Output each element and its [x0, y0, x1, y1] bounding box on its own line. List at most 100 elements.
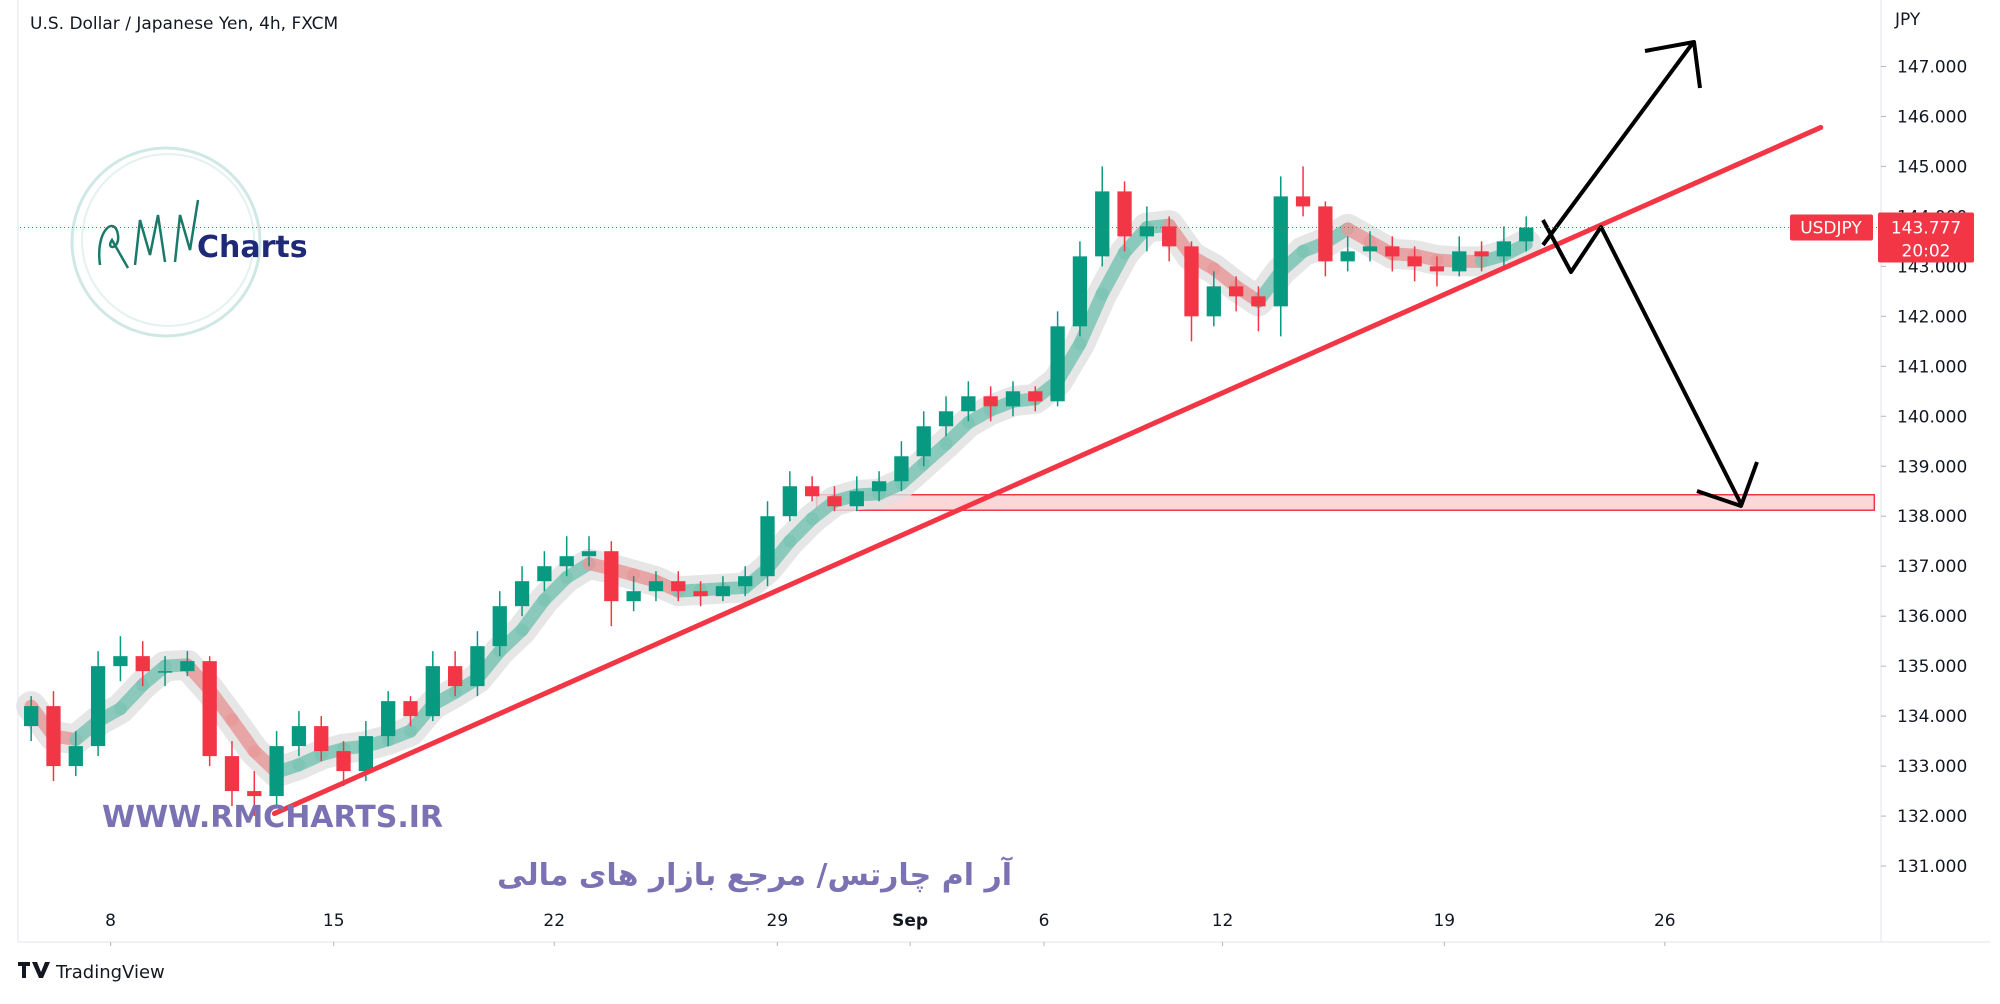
- footer: TradingView: [18, 962, 165, 983]
- candle-body: [715, 586, 731, 597]
- logo-ring: [81, 153, 255, 327]
- candle-body: [291, 726, 307, 747]
- candle-body: [849, 491, 864, 507]
- candle-body: [46, 706, 61, 767]
- y-tick-label: 145.000: [1897, 157, 1967, 177]
- candle-body: [113, 656, 128, 667]
- x-tick-label: Sep: [892, 911, 928, 931]
- y-tick-label: 141.000: [1897, 357, 1967, 377]
- candle-body: [24, 706, 39, 727]
- y-tick-label: 147.000: [1897, 57, 1967, 77]
- trendline: [271, 124, 1824, 817]
- candle-body: [135, 656, 150, 672]
- x-tick-label: 6: [1039, 911, 1050, 931]
- candle-body: [1452, 251, 1467, 272]
- candle-body: [180, 661, 195, 672]
- y-tick-label: 134.000: [1897, 707, 1967, 727]
- logo-ring: [70, 146, 262, 338]
- ma-ribbon: [1073, 287, 1109, 351]
- x-tick-label: 29: [767, 911, 789, 931]
- x-tick-label: 12: [1212, 911, 1234, 931]
- candle-body: [961, 396, 976, 412]
- candle-body: [447, 666, 463, 687]
- last-price-label: 143.777: [1891, 219, 1961, 239]
- currency-label: JPY: [1894, 10, 1921, 30]
- tagline: آر ام چارتس/ مرجع بازار های مالی: [497, 856, 1013, 893]
- candle-body: [1362, 246, 1378, 252]
- y-tick-label: 142.000: [1897, 307, 1967, 327]
- candle-body: [871, 481, 887, 492]
- candle-body: [1273, 196, 1288, 307]
- candle-body: [1429, 266, 1445, 272]
- y-tick-label: 131.000: [1897, 857, 1967, 877]
- y-tick-label: 139.000: [1897, 457, 1967, 477]
- candle-body: [157, 671, 173, 673]
- candle-body: [671, 581, 686, 592]
- symbol-tag: [1790, 214, 1873, 241]
- candle-body: [90, 666, 106, 747]
- logo-text: Charts: [197, 230, 308, 265]
- price-tag: [1878, 212, 1974, 263]
- candle-body: [1496, 241, 1512, 257]
- chart-title: U.S. Dollar / Japanese Yen, 4h, FXCM: [30, 14, 338, 34]
- logo-glyph: [97, 199, 200, 269]
- candle-body: [537, 566, 552, 582]
- candle-body: [1474, 251, 1489, 257]
- candle-body: [938, 411, 954, 427]
- y-tick-label: 138.000: [1897, 507, 1967, 527]
- candle-body: [1385, 246, 1400, 257]
- logo: Charts: [70, 146, 308, 338]
- candle-body: [894, 456, 909, 482]
- y-tick-label: 133.000: [1897, 757, 1967, 777]
- arrow-down: [1541, 219, 1743, 505]
- candle-body: [68, 746, 83, 767]
- y-tick-label: 132.000: [1897, 807, 1967, 827]
- candle-body: [1117, 191, 1132, 237]
- candle-body: [559, 556, 574, 567]
- candle-body: [1028, 391, 1043, 402]
- candle-body: [827, 496, 842, 507]
- candle-body: [514, 581, 530, 607]
- y-tick-label: 146.000: [1897, 107, 1967, 127]
- candle-body: [1251, 296, 1266, 307]
- symbol-label: USDJPY: [1800, 219, 1862, 239]
- x-tick-label: 8: [105, 911, 116, 931]
- candle-body: [760, 516, 775, 577]
- candle-body: [738, 576, 753, 587]
- x-tick-label: 19: [1433, 911, 1455, 931]
- candle-body: [648, 581, 664, 592]
- candle-body: [604, 551, 619, 602]
- ma-ribbon: [1095, 246, 1132, 301]
- candle-body: [1206, 286, 1221, 317]
- y-tick-label: 140.000: [1897, 407, 1967, 427]
- candle-body: [1184, 246, 1199, 317]
- countdown-label: 20:02: [1902, 242, 1951, 262]
- footer-text: TradingView: [55, 962, 165, 983]
- projection-arrows: [1541, 40, 1759, 508]
- candle-body: [336, 751, 351, 772]
- x-tick-label: 15: [323, 911, 345, 931]
- candle-body: [983, 396, 998, 407]
- candle-body: [693, 591, 708, 597]
- candle-body: [314, 726, 329, 752]
- candle-body: [916, 426, 931, 457]
- candle-body: [1162, 226, 1177, 247]
- candle-body: [1072, 256, 1088, 327]
- candle-body: [470, 646, 485, 687]
- candle-body: [1295, 196, 1311, 207]
- candle-body: [381, 701, 396, 737]
- arrow-head: [1696, 461, 1759, 508]
- candle-body: [492, 606, 507, 647]
- candle-body: [805, 486, 820, 497]
- candle-body: [782, 486, 797, 517]
- arrow-head: [1644, 40, 1702, 89]
- x-tick-label: 26: [1654, 911, 1676, 931]
- candle-body: [425, 666, 440, 717]
- candle-body: [202, 661, 217, 757]
- plot-area: [16, 124, 1876, 817]
- candle-body: [1095, 191, 1110, 257]
- candle-body: [224, 756, 240, 792]
- watermark: WWW.RMCHARTS.IR: [102, 800, 443, 835]
